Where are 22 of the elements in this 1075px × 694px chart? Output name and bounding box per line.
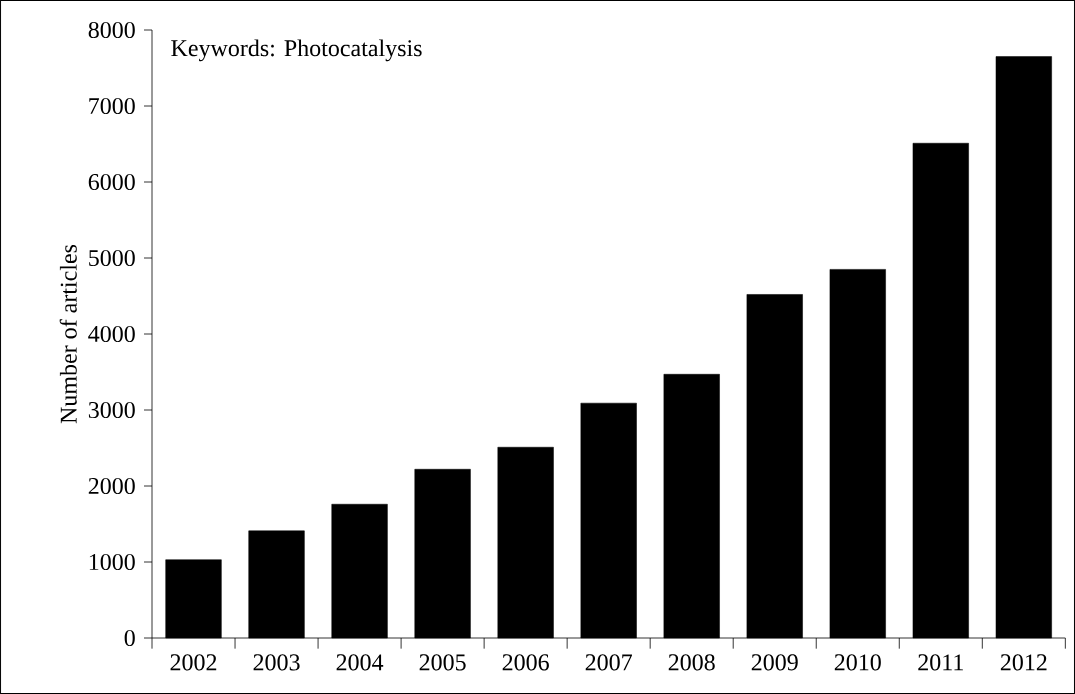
y-tick-label: 5000 — [89, 249, 135, 267]
y-tick-label: 6000 — [88, 173, 135, 191]
y-tick-label: 8000 — [88, 21, 135, 39]
x-tick-label: 2004 — [336, 654, 384, 671]
y-tick-label: 7000 — [89, 97, 135, 115]
y-tick-label: 1000 — [89, 553, 135, 571]
x-tick-label: 2007 — [585, 654, 632, 671]
x-tick-label: 2012 — [1000, 654, 1047, 671]
annotation: Keywords: Photocatalysis — [171, 39, 422, 62]
y-tick-label: 4000 — [88, 325, 135, 343]
x-tick-label: 2010 — [834, 654, 881, 671]
x-tick-label: 2006 — [502, 654, 549, 671]
x-tick-label: 2009 — [751, 654, 798, 671]
x-tick-label: 2011 — [918, 654, 963, 671]
x-tick-label: 2003 — [253, 654, 300, 671]
x-tick-label: 2008 — [668, 654, 715, 671]
x-tick-label: 2002 — [170, 654, 217, 671]
x-tick-label: 2005 — [419, 654, 466, 671]
y-tick-label: 2000 — [88, 477, 135, 495]
y-tick-label: 3000 — [88, 401, 135, 419]
y-tick-label: 0 — [124, 629, 135, 647]
y-axis-title: Number of articles — [59, 244, 77, 424]
